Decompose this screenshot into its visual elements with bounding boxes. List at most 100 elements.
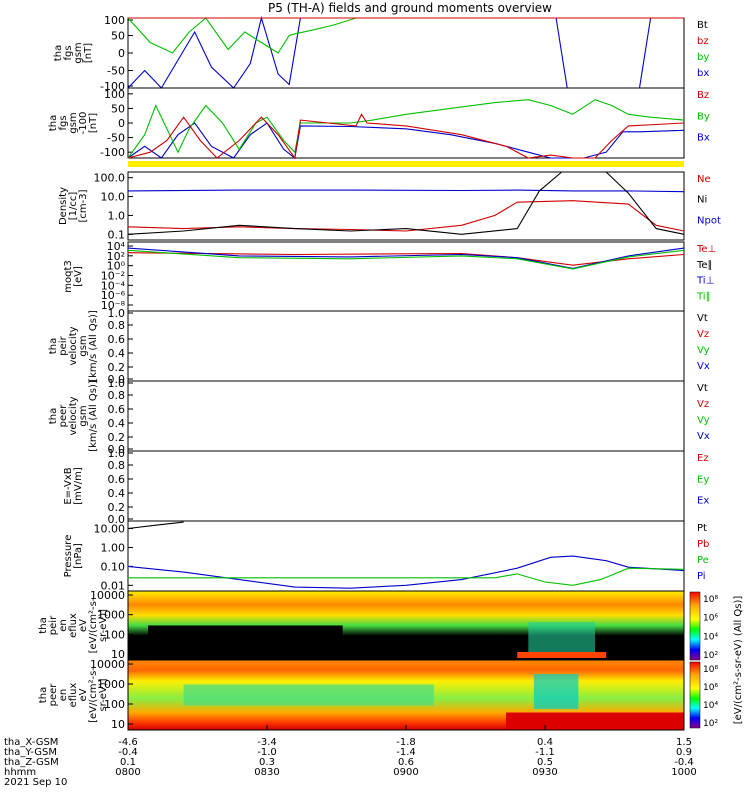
y-axis-label-line: tha xyxy=(48,338,59,354)
y-axis-label-line: gsm xyxy=(68,112,79,133)
y-tick-label: 10⁻⁴ xyxy=(101,279,126,292)
x-row-value: 0.1 xyxy=(120,757,136,768)
y-axis-label-line: velocity xyxy=(68,396,79,435)
y-tick-label: 10.00 xyxy=(94,523,126,536)
series-line-1 xyxy=(127,200,685,232)
x-row-value: 0.5 xyxy=(537,757,553,768)
panel-fgs_gsm: 100 50 0 -50 -100 thafgsgsm[nT] Bt bz by bx xyxy=(53,14,709,93)
legend-entry: Vz xyxy=(697,399,709,410)
y-axis-label: thapeirenefluxeV[eV/(cm²-s-sr-eV)] xyxy=(38,597,109,653)
legend-entry: Bt xyxy=(697,20,708,31)
panel-density: 100.0 10.0 1.0 0.1 Density[1/cc][cm-3] Ne Ni Np… xyxy=(58,171,721,241)
legend-entry: Bx xyxy=(697,133,710,144)
y-tick-label: 1.0 xyxy=(108,447,126,460)
spectrogram-feature xyxy=(183,684,434,706)
x-row-value: 1.5 xyxy=(676,737,692,748)
panel-efield: 1.00.80.60.40.20.0 E=-VxB[mV/m] Ez Ey Ex xyxy=(63,447,709,526)
colorbar-tick-label: 10⁸ xyxy=(703,665,718,675)
y-axis-label-line: velocity xyxy=(68,326,79,365)
y-axis-label-line: tha xyxy=(48,115,59,131)
panel-frame xyxy=(127,241,685,312)
y-tick-label: 0.4 xyxy=(108,347,126,360)
panel-frame xyxy=(127,520,685,592)
y-tick-label: 0.2 xyxy=(108,501,126,514)
x-row-value: 1000 xyxy=(671,767,696,778)
panel-frame xyxy=(127,380,685,452)
y-tick-label: 100 xyxy=(104,628,125,641)
y-tick-label: -50 xyxy=(107,132,125,145)
y-axis-label-line: peir xyxy=(48,615,59,635)
panel-frame xyxy=(127,450,685,522)
y-axis-label-line: peer xyxy=(58,404,69,428)
y-axis-label-line: [eV/(cm²-s- xyxy=(88,597,99,653)
y-tick-label: 10² xyxy=(107,250,125,263)
y-axis-label-line: eV xyxy=(78,688,89,701)
x-row-value: -1.4 xyxy=(396,747,416,758)
series-line-2 xyxy=(128,567,685,586)
y-tick-label: 10⁻⁶ xyxy=(101,289,126,302)
series-line-2 xyxy=(127,113,685,160)
panel-frame xyxy=(127,310,685,382)
panel-pressure: 10.00 1.00 0.10 0.01 Pressure[nPa] Pt Pb Pe Pi xyxy=(63,520,709,592)
legend-entry: Pb xyxy=(697,539,709,550)
y-axis-label: thafgsgsm[nT] xyxy=(53,42,94,63)
y-axis-label-line: fgs xyxy=(63,45,74,60)
y-tick-label: 1000 xyxy=(97,678,125,691)
y-axis-label-line: gsm xyxy=(78,335,89,356)
y-tick-label: 0.8 xyxy=(108,319,126,332)
y-axis-label-line: [1/cc] xyxy=(68,192,79,221)
y-axis-label-line: en xyxy=(58,689,69,702)
legend-entry: by xyxy=(697,52,709,63)
y-tick-label: 0.2 xyxy=(108,431,126,444)
legend-entry: Ne xyxy=(697,174,711,185)
series-line-2 xyxy=(127,171,685,235)
legend-entry: Ey xyxy=(697,474,709,485)
y-tick-label: 10 xyxy=(111,648,125,661)
y-tick-label: 0 xyxy=(118,117,125,130)
panels: 100500-50-100thafgsgsm[nT]Btbzbybx100500… xyxy=(38,14,744,731)
y-axis-label-line: peir xyxy=(58,335,69,355)
y-axis-label-line: tha xyxy=(53,45,64,61)
panel-frame xyxy=(127,171,685,241)
x-row-value: 0900 xyxy=(393,767,418,778)
series-line-2 xyxy=(127,249,685,270)
y-tick-label: 100.0 xyxy=(94,172,126,185)
y-tick-label: 10⁴ xyxy=(107,240,126,253)
x-row-value: -3.4 xyxy=(257,737,277,748)
y-axis-label-line: gsm xyxy=(73,42,84,63)
y-tick-label: -100 xyxy=(100,80,125,93)
y-axis-label-line: sr-eV)] xyxy=(98,609,109,642)
y-tick-label: 0 xyxy=(118,47,125,60)
y-axis-label-line: [eV/(cm²-s- xyxy=(88,667,99,723)
series-line-1 xyxy=(127,555,685,589)
panel-peir_spectrogram: 10000100010010thapeirenefluxeV[eV/(cm²-s… xyxy=(38,589,685,661)
legend-entry: Pt xyxy=(697,523,707,534)
y-axis-label-line: Pressure xyxy=(63,535,74,578)
x-row-value: -1.0 xyxy=(257,747,277,758)
x-row-value: 0.9 xyxy=(676,747,692,758)
y-tick-label: 100 xyxy=(104,88,125,101)
y-tick-label: 1000 xyxy=(97,609,125,622)
y-axis-label-line: [km/s (All Qs)] xyxy=(88,310,99,382)
y-tick-label: 10000 xyxy=(90,658,125,671)
yellow-flag-bar xyxy=(128,161,684,167)
legend-entry: Te∥ xyxy=(696,260,713,271)
y-tick-label: 1.0 xyxy=(108,209,126,222)
x-row-value: 0.3 xyxy=(259,757,275,768)
y-axis-label-line: sr-eV)] xyxy=(98,678,109,711)
panel-peer_spectrogram: 10000100010010thapeerenefluxeV[eV/(cm²-s… xyxy=(38,658,685,731)
legend-entry: bz xyxy=(697,36,709,47)
spectrogram-feature xyxy=(533,674,579,709)
legend-entry: By xyxy=(697,111,710,122)
y-axis-label: moqt3[eV] xyxy=(63,260,84,293)
y-axis-label-line: [cm-3] xyxy=(78,189,89,222)
legend-entry: Pi xyxy=(697,571,706,582)
legend-entry: Vy xyxy=(697,345,710,356)
legend-entry: Ti⊥ xyxy=(696,276,714,287)
colorbar-label: [eV/(cm²-s-sr-eV) (All Qs)] xyxy=(733,596,744,725)
colorbar-tick-label: 10⁴ xyxy=(703,701,718,711)
x-row-value: 0.6 xyxy=(398,757,414,768)
colorbar-strip xyxy=(689,661,701,729)
y-axis-label-line: tha xyxy=(38,687,49,703)
